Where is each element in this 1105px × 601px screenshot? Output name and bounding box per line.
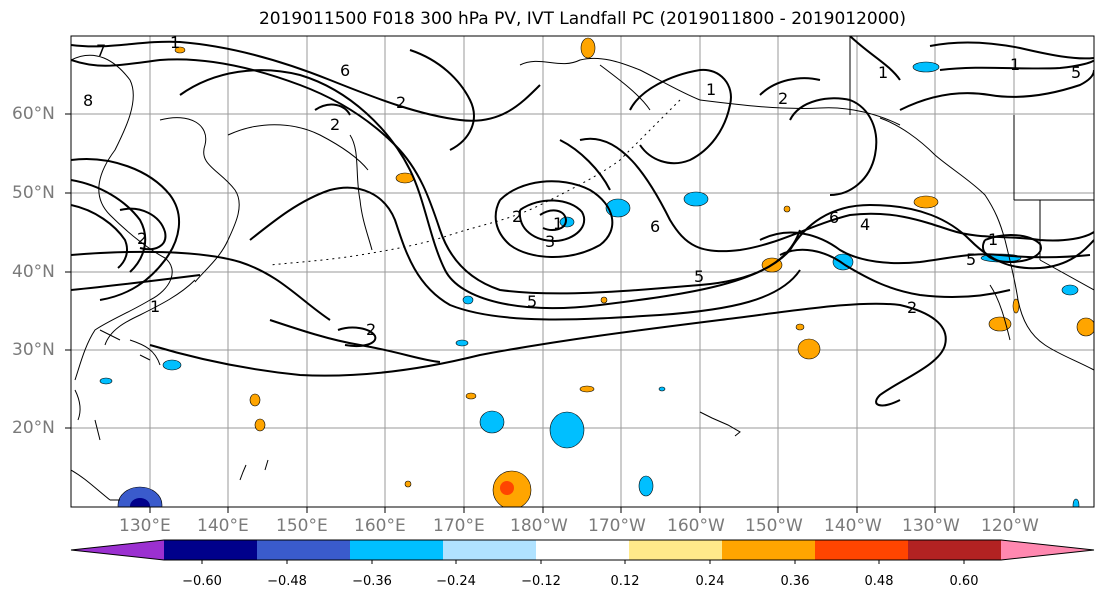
lon-label: 140°W [824,516,882,536]
contour-label: 2 [330,115,340,134]
pv-contours [71,36,1094,407]
contour-label: 3 [545,232,555,251]
gridlines [71,36,1094,507]
contour-label: 2 [137,229,147,248]
colorbar-cell [71,540,164,560]
lon-label: 120°W [981,516,1039,536]
lat-label: 60°N [12,104,55,124]
contour-label: 7 [96,41,106,60]
colorbar-cell [908,540,1002,560]
contour-label: 1 [878,63,888,82]
lon-label: 130°W [902,516,960,536]
contour-label: 5 [966,250,976,269]
colorbar-cell [443,540,537,560]
colorbar-tick-label: −0.48 [267,574,307,589]
contour-labels: 7 8 1 6 2 2 1 2 1 3 2 6 6 5 5 5 1 2 5 4 … [83,33,1081,339]
contour-label: 1 [150,297,160,316]
lat-label: 20°N [12,418,55,438]
contour-label: 4 [860,215,870,234]
contour-label: 2 [778,89,788,108]
contour-label: 2 [907,298,917,317]
contour-label: 8 [83,91,93,110]
lat-label: 30°N [12,340,55,360]
colorbar-cell [536,540,630,560]
colorbar-tick-label: −0.36 [352,574,392,589]
contour-label: 6 [829,208,839,227]
colorbar-cell [164,540,258,560]
contour-label: 2 [366,320,376,339]
coastlines [71,36,1094,501]
contour-label: 6 [650,217,660,236]
colorbar-cell [815,540,909,560]
contour-label: 5 [527,292,537,311]
lat-label: 50°N [12,183,55,203]
contour-label: 5 [694,267,704,286]
contour-label: 1 [706,80,716,99]
colorbar-tick-label: −0.12 [521,574,561,589]
lon-label: 160°E [354,516,406,536]
lon-label: 130°E [119,516,171,536]
colorbar-cell [629,540,723,560]
contour-label: 2 [512,207,522,226]
lon-label: 170°W [588,516,646,536]
contour-label: 2 [396,93,406,112]
colorbar-cell [722,540,816,560]
contour-label: 6 [340,61,350,80]
contour-label: 1 [170,33,180,52]
lat-label: 40°N [12,262,55,282]
colorbar-tick-label: 0.48 [864,574,894,589]
map-title: 2019011500 F018 300 hPa PV, IVT Landfall… [258,9,906,29]
colorbar-outline [70,539,1095,561]
colorbar-tick-label: −0.24 [436,574,476,589]
colorbar-tick-label: 0.36 [780,574,810,589]
colorbar-cell [257,540,351,560]
lon-label: 180°W [510,516,568,536]
colorbar [70,539,1095,564]
colorbar-tick-label: 0.60 [949,574,979,589]
lon-label: 150°E [276,516,328,536]
colorbar-cell [1001,540,1094,560]
contour-label: 1 [1010,55,1020,74]
contour-label: 1 [988,230,998,249]
lon-label: 140°E [197,516,249,536]
lon-label: 170°E [433,516,485,536]
lon-label: 150°W [745,516,803,536]
contour-label: 5 [1071,63,1081,82]
axis-ticks [65,113,1015,513]
colorbar-tick-label: −0.60 [182,574,222,589]
colorbar-tick-label: 0.12 [610,574,640,589]
colorbar-cell [350,540,444,560]
colorbar-tick-label: 0.24 [695,574,725,589]
contour-label: 1 [553,214,563,233]
ivt-shading [99,37,1094,507]
lon-label: 160°W [667,516,725,536]
